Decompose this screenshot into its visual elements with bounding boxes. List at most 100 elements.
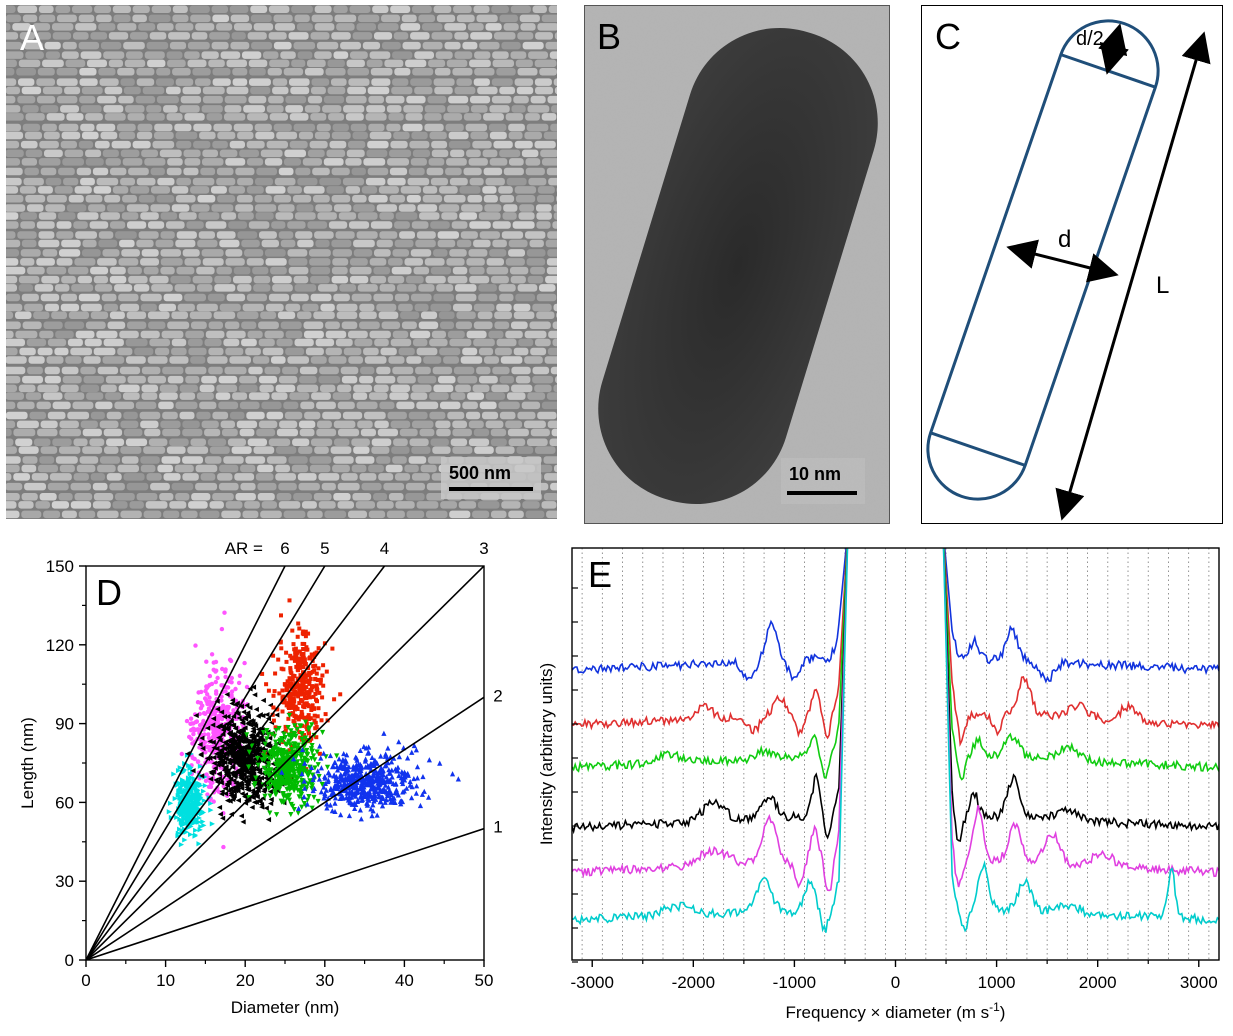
- scatter-point: [196, 760, 200, 764]
- scatter-point: [285, 703, 289, 707]
- length-arrow: [1064, 40, 1202, 512]
- scatter-point: [317, 706, 321, 710]
- scatter-point: [228, 658, 232, 662]
- scatter-point: [347, 813, 352, 818]
- scatter-point: [426, 795, 431, 800]
- scatter-point: [294, 655, 298, 659]
- x-tick-label: 0: [891, 973, 900, 992]
- scatter-point: [267, 689, 271, 693]
- scatter-point: [308, 679, 312, 683]
- scatter-point: [332, 697, 336, 701]
- scatter-point: [279, 646, 283, 650]
- scatter-point: [321, 684, 325, 688]
- spectrum-line: [572, 530, 848, 838]
- scatter-point: [353, 754, 358, 759]
- scatter-point: [233, 687, 237, 691]
- scatter-point: [312, 706, 316, 710]
- scatter-point: [288, 666, 292, 670]
- scatter-point: [301, 647, 305, 651]
- scatter-point: [290, 629, 294, 633]
- scatter-point: [295, 651, 299, 655]
- scatter-point: [196, 727, 200, 731]
- y-tick-label: 150: [46, 557, 74, 576]
- diameter-label: d: [1058, 226, 1071, 254]
- scatter-point: [300, 710, 304, 714]
- scatter-point: [296, 707, 300, 711]
- x-tick-label: 40: [395, 971, 414, 990]
- scatter-point: [188, 832, 193, 837]
- scatter-point: [305, 648, 309, 652]
- scatter-point: [415, 764, 420, 769]
- scatter-point: [300, 699, 304, 703]
- ar-prefix: AR =: [225, 539, 263, 558]
- scatter-point: [236, 798, 241, 803]
- scatter-point: [205, 692, 209, 696]
- scatter-point: [194, 720, 198, 724]
- ar-label: 6: [280, 539, 289, 558]
- spectrum-line: [943, 530, 1219, 887]
- ar-label: 4: [380, 539, 389, 558]
- scatter-point: [295, 658, 299, 662]
- scatter-point: [280, 689, 284, 693]
- scatter-point: [179, 842, 184, 847]
- scatter-point: [238, 674, 242, 678]
- scatter-point: [405, 755, 410, 760]
- scatter-point: [427, 757, 432, 762]
- scatter-point: [418, 803, 423, 808]
- scatter-point: [249, 805, 254, 810]
- ar-label: 2: [493, 686, 502, 705]
- scatter-point: [208, 674, 212, 678]
- scatter-point: [286, 679, 290, 683]
- panel-a-sem-image: A 500 nm: [6, 5, 557, 519]
- x-tick-label: -2000: [672, 973, 715, 992]
- scatter-point: [411, 776, 416, 781]
- scatter-point: [222, 611, 226, 615]
- scatter-point: [297, 627, 301, 631]
- scatter-point: [319, 789, 324, 794]
- panel-c-schematic: C d/2 d L: [921, 5, 1223, 524]
- scatter-point: [268, 801, 273, 806]
- scatter-point: [378, 753, 383, 758]
- scatter-point: [279, 613, 283, 617]
- scatter-point: [315, 672, 319, 676]
- scatter-point: [264, 806, 269, 811]
- x-tick-label: -3000: [570, 973, 613, 992]
- scatter-point: [212, 660, 216, 664]
- scatter-point: [330, 647, 334, 651]
- scatter-point: [317, 646, 321, 650]
- scatter-point: [272, 694, 276, 698]
- scatter-point: [306, 773, 311, 778]
- scatter-point: [306, 632, 310, 636]
- spectrum-line: [943, 530, 1219, 682]
- scatter-point: [211, 731, 215, 735]
- scatter-point: [358, 807, 363, 812]
- scatter-point: [220, 627, 224, 631]
- scatter-point: [204, 779, 208, 783]
- panel-a-label: A: [20, 17, 44, 59]
- scatter-point: [325, 765, 330, 770]
- scatter-point: [193, 828, 198, 833]
- y-tick-label: 60: [55, 793, 74, 812]
- scatter-point: [285, 660, 289, 664]
- scatter-point: [229, 680, 233, 684]
- scatter-point: [301, 630, 305, 634]
- scatter-point: [276, 658, 280, 662]
- scale-bar-b: 10 nm: [781, 458, 865, 504]
- scatter-point: [212, 668, 216, 672]
- scatter-point: [288, 812, 293, 817]
- scatter-point: [216, 714, 220, 718]
- scatter-point: [307, 673, 311, 677]
- scatter-point: [317, 666, 321, 670]
- scatter-point: [264, 682, 268, 686]
- scatter-point: [185, 719, 189, 723]
- scatter-point: [201, 789, 206, 794]
- spectrum-line: [572, 530, 848, 778]
- scatter-point: [237, 681, 241, 685]
- scatter-point: [311, 670, 315, 674]
- scatter-point: [296, 811, 301, 816]
- cap-arrow: [1109, 32, 1118, 66]
- cap-label: d/2: [1076, 28, 1104, 51]
